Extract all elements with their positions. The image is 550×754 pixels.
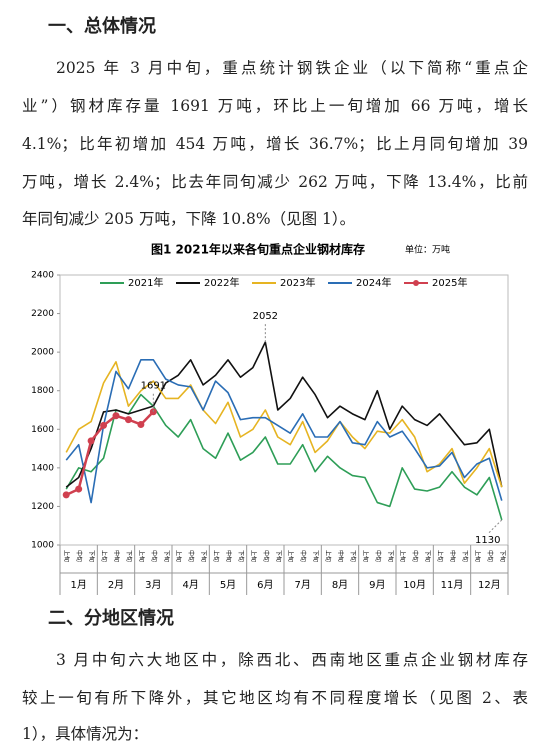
text-line: 2025 年 3 月中旬，重点统计钢铁企业（以下简称“重点企 bbox=[56, 59, 528, 77]
x-tick-label: 上旬 bbox=[175, 550, 183, 562]
x-tick-label: 下旬 bbox=[274, 550, 282, 562]
x-tick-label: 中旬 bbox=[411, 550, 419, 562]
x-tick-label: 中旬 bbox=[75, 550, 83, 562]
text-line: 年同旬减少 205 万吨，下降 10.8%（见图 1）。 bbox=[22, 210, 356, 228]
x-tick-label: 下旬 bbox=[424, 550, 432, 562]
x-tick-label: 下旬 bbox=[237, 550, 245, 562]
x-tick-label: 下旬 bbox=[200, 550, 208, 562]
y-tick-label: 2400 bbox=[31, 271, 54, 281]
heading: 二、分地区情况 bbox=[48, 608, 174, 629]
month-label: 1月 bbox=[70, 579, 86, 591]
month-label: 7月 bbox=[294, 579, 310, 591]
series-line bbox=[65, 341, 503, 488]
x-tick-label: 中旬 bbox=[225, 550, 233, 562]
legend-label: 2021年 bbox=[128, 276, 163, 289]
x-tick-label: 上旬 bbox=[287, 550, 295, 562]
month-label: 3月 bbox=[145, 579, 161, 591]
x-tick-label: 下旬 bbox=[162, 550, 170, 562]
unit-label: 单位：万吨 bbox=[405, 244, 450, 256]
text-line: 业”）钢材库存量 1691 万吨，环比上一旬增加 66 万吨，增长 bbox=[22, 97, 528, 115]
annotation-leader bbox=[487, 519, 503, 535]
x-tick-label: 中旬 bbox=[374, 550, 382, 562]
y-tick-label: 1200 bbox=[31, 502, 54, 512]
x-tick-label: 中旬 bbox=[299, 550, 307, 562]
text-line: 4.1%；比年初增加 454 万吨，增长 36.7%；比上月同旬增加 39 bbox=[22, 135, 528, 153]
x-tick-label: 上旬 bbox=[436, 550, 444, 562]
text-line: 较上一旬有所下降外，其它地区均有不同程度增长（见图 2、表 bbox=[22, 689, 528, 707]
month-label: 8月 bbox=[332, 579, 348, 591]
x-tick-label: 上旬 bbox=[324, 550, 332, 562]
x-tick-label: 中旬 bbox=[486, 550, 494, 562]
legend-label: 2022年 bbox=[204, 276, 239, 289]
series-line bbox=[65, 360, 503, 488]
series-line bbox=[65, 393, 503, 521]
x-tick-label: 下旬 bbox=[461, 550, 469, 562]
text-line: 万吨，增长 2.4%；比去年同旬减少 262 万吨，下降 13.4%，比前 bbox=[22, 173, 528, 191]
series-line bbox=[65, 359, 503, 504]
x-tick-label: 下旬 bbox=[88, 550, 96, 562]
x-tick-label: 中旬 bbox=[187, 550, 195, 562]
x-tick-label: 上旬 bbox=[100, 550, 108, 562]
y-tick-label: 1000 bbox=[31, 541, 54, 551]
point bbox=[112, 412, 120, 420]
heading: 一、总体情况 bbox=[48, 16, 156, 37]
month-label: 2月 bbox=[108, 579, 124, 591]
point bbox=[137, 420, 145, 428]
plot-frame bbox=[59, 274, 509, 546]
y-tick-label: 1800 bbox=[31, 386, 54, 396]
x-tick-label: 下旬 bbox=[312, 550, 320, 562]
x-tick-label: 上旬 bbox=[249, 550, 257, 562]
legend-marker bbox=[413, 280, 419, 286]
y-tick-label: 2200 bbox=[31, 309, 54, 319]
x-tick-label: 下旬 bbox=[125, 550, 133, 562]
y-tick-label: 1600 bbox=[31, 425, 54, 435]
annotation: 1691 bbox=[141, 381, 166, 392]
month-label: 12月 bbox=[478, 579, 501, 591]
x-tick-label: 下旬 bbox=[349, 550, 357, 562]
point bbox=[75, 485, 83, 493]
text-line: 3 月中旬六大地区中，除西北、西南地区重点企业钢材库存 bbox=[56, 651, 528, 669]
x-tick-label: 上旬 bbox=[399, 550, 407, 562]
x-tick-label: 下旬 bbox=[386, 550, 394, 562]
x-tick-label: 上旬 bbox=[212, 550, 220, 562]
annotation: 2052 bbox=[253, 311, 278, 322]
x-tick-label: 中旬 bbox=[262, 550, 270, 562]
point bbox=[124, 416, 132, 424]
chart-title: 图1 2021年以来各旬重点企业钢材库存 bbox=[151, 242, 365, 257]
annotation: 1130 bbox=[475, 535, 500, 546]
x-tick-label: 上旬 bbox=[63, 550, 71, 562]
point bbox=[62, 491, 70, 499]
text-line: 1），具体情况为： bbox=[22, 725, 149, 743]
point bbox=[87, 437, 95, 445]
legend-label: 2024年 bbox=[356, 276, 391, 289]
x-tick-label: 上旬 bbox=[361, 550, 369, 562]
month-label: 9月 bbox=[369, 579, 385, 591]
x-tick-label: 上旬 bbox=[473, 550, 481, 562]
x-tick-label: 中旬 bbox=[150, 550, 158, 562]
x-tick-label: 中旬 bbox=[337, 550, 345, 562]
x-tick-label: 中旬 bbox=[113, 550, 121, 562]
month-label: 11月 bbox=[441, 579, 464, 591]
legend-label: 2023年 bbox=[280, 276, 315, 289]
x-tick-label: 下旬 bbox=[498, 550, 506, 562]
y-tick-label: 2000 bbox=[31, 348, 54, 358]
month-label: 4月 bbox=[182, 579, 198, 591]
x-tick-label: 上旬 bbox=[137, 550, 145, 562]
x-tick-label: 中旬 bbox=[449, 550, 457, 562]
legend-label: 2025年 bbox=[432, 276, 467, 289]
chart: 图1 2021年以来各旬重点企业钢材库存 单位：万吨 1000 1200 1400 1… bbox=[31, 242, 509, 595]
month-label: 5月 bbox=[220, 579, 236, 591]
month-label: 10月 bbox=[403, 579, 426, 591]
month-label: 6月 bbox=[257, 579, 273, 591]
y-tick-label: 1400 bbox=[31, 463, 54, 473]
point bbox=[100, 421, 108, 429]
